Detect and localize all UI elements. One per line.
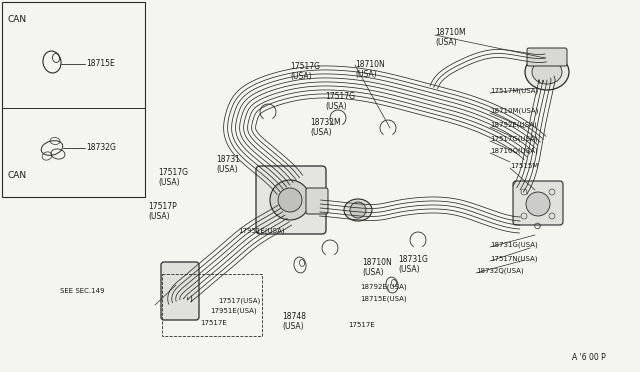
Text: 17517G: 17517G (158, 168, 188, 177)
Text: 17517P: 17517P (148, 202, 177, 211)
Text: (USA): (USA) (362, 268, 383, 277)
Ellipse shape (525, 54, 569, 90)
Text: (USA): (USA) (310, 128, 332, 137)
Circle shape (526, 192, 550, 216)
FancyBboxPatch shape (527, 48, 567, 66)
Text: 17517G(USA): 17517G(USA) (490, 136, 538, 142)
Text: 17517E: 17517E (348, 322, 375, 328)
Text: 18715E(USA): 18715E(USA) (360, 295, 406, 301)
Text: (USA): (USA) (216, 165, 237, 174)
Text: 18792E(USA): 18792E(USA) (360, 283, 406, 289)
Text: 18792E(USA): 18792E(USA) (490, 122, 536, 128)
Text: 17951E(USA): 17951E(USA) (210, 308, 257, 314)
Text: 18732G: 18732G (86, 144, 116, 153)
Text: (USA): (USA) (148, 212, 170, 221)
Text: (USA): (USA) (282, 322, 303, 331)
Circle shape (350, 202, 366, 218)
Text: 17951E(USA): 17951E(USA) (238, 228, 285, 234)
Text: 18748: 18748 (282, 312, 306, 321)
Text: (USA): (USA) (435, 38, 456, 47)
Text: 18732M: 18732M (310, 118, 340, 127)
Text: 17515M: 17515M (510, 163, 538, 169)
Text: 17517N(USA): 17517N(USA) (490, 256, 538, 263)
Text: SEE SEC.149: SEE SEC.149 (60, 288, 104, 294)
Ellipse shape (532, 60, 562, 84)
Text: 18731: 18731 (216, 155, 240, 164)
Text: 18710Q(USA): 18710Q(USA) (490, 148, 538, 154)
Text: 17517G: 17517G (290, 62, 320, 71)
FancyBboxPatch shape (306, 188, 328, 214)
Text: (USA): (USA) (325, 102, 347, 111)
Text: CAN: CAN (8, 171, 27, 180)
Text: 17517E: 17517E (200, 320, 227, 326)
Text: CAN: CAN (8, 15, 27, 24)
Text: 17517(USA): 17517(USA) (218, 298, 260, 305)
Text: (USA): (USA) (355, 70, 376, 79)
Circle shape (278, 188, 302, 212)
Text: 18710N: 18710N (355, 60, 385, 69)
Text: (USA): (USA) (158, 178, 180, 187)
Ellipse shape (344, 199, 372, 221)
Text: 18710N: 18710N (362, 258, 392, 267)
FancyBboxPatch shape (513, 181, 563, 225)
Text: 17517G: 17517G (325, 92, 355, 101)
FancyBboxPatch shape (256, 166, 326, 234)
Text: 18731G: 18731G (398, 255, 428, 264)
Bar (162, 274, 262, 336)
Text: 17517M(USA): 17517M(USA) (490, 88, 538, 94)
Circle shape (270, 180, 310, 220)
Bar (2, 2, 145, 197)
Text: (USA): (USA) (290, 72, 312, 81)
Text: 18731G(USA): 18731G(USA) (490, 242, 538, 248)
Text: 18710M(USA): 18710M(USA) (490, 108, 538, 115)
Text: 18715E: 18715E (86, 60, 115, 68)
Text: 18732Q(USA): 18732Q(USA) (476, 268, 524, 275)
Text: (USA): (USA) (398, 265, 420, 274)
Text: A '6 00 P: A '6 00 P (572, 353, 605, 362)
Text: 18710M: 18710M (435, 28, 466, 37)
FancyBboxPatch shape (161, 262, 199, 320)
